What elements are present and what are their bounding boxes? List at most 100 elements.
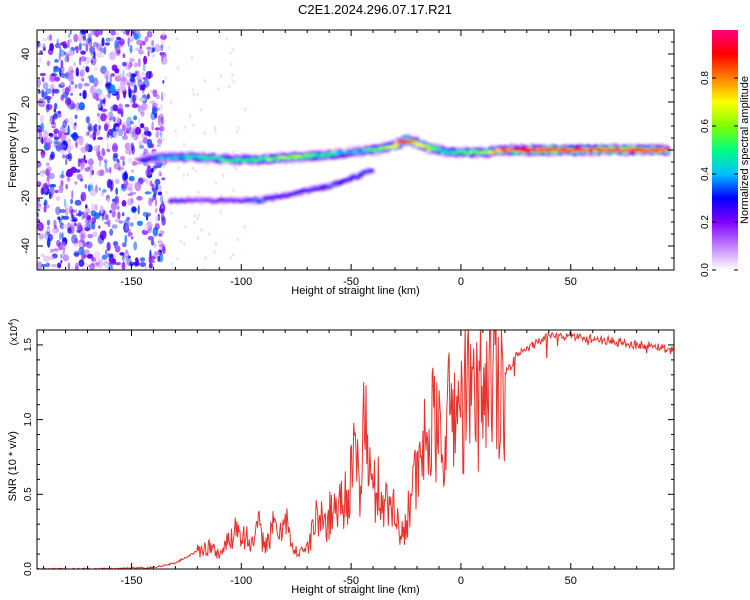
noise-speck: [84, 131, 89, 138]
noise-speck: [48, 172, 55, 180]
noise-speck: [53, 136, 60, 140]
noise-speck: [164, 76, 167, 80]
noise-speck: [115, 126, 120, 131]
noise-speck: [97, 103, 102, 109]
colorbar-tick-label: 0.4: [700, 167, 711, 181]
noise-speck: [109, 228, 114, 236]
noise-speck: [139, 262, 147, 267]
noise-speck: [82, 89, 87, 100]
noise-speck: [151, 183, 155, 191]
noise-speck: [40, 98, 46, 108]
noise-speck: [137, 58, 141, 68]
noise-speck: [87, 122, 93, 133]
noise-speck: [126, 72, 133, 78]
snr-y-tick-label: 0.5: [23, 487, 34, 501]
noise-speck: [70, 166, 77, 174]
noise-speck: [148, 255, 156, 261]
noise-speck: [128, 88, 132, 99]
noise-speck: [108, 84, 116, 94]
noise-speck: [81, 161, 85, 170]
noise-speck: [125, 149, 132, 155]
noise-speck: [101, 234, 104, 241]
noise-speck: [232, 188, 235, 193]
noise-speck: [137, 205, 140, 215]
noise-speck: [44, 199, 48, 206]
noise-speck: [98, 160, 102, 167]
noise-speck: [231, 73, 234, 77]
noise-speck: [51, 73, 58, 77]
noise-speck: [158, 246, 161, 251]
noise-speck: [58, 51, 61, 61]
noise-speck: [104, 161, 108, 170]
spectrogram-y-tick-label: 40: [20, 48, 32, 60]
noise-speck: [39, 50, 43, 55]
noise-speck: [84, 184, 87, 189]
noise-speck: [69, 69, 73, 80]
noise-speck: [60, 82, 65, 86]
snr-x-tick-label: -50: [343, 575, 359, 587]
noise-speck: [66, 138, 72, 146]
noise-speck: [101, 211, 104, 221]
noise-speck: [139, 123, 145, 129]
noise-speck: [64, 202, 69, 211]
noise-speck: [133, 32, 139, 40]
noise-speck: [197, 190, 200, 195]
noise-speck: [90, 52, 94, 56]
noise-speck: [139, 257, 146, 262]
noise-speck: [54, 43, 61, 49]
noise-speck: [92, 125, 96, 134]
noise-speck: [119, 156, 126, 161]
noise-speck: [59, 231, 62, 241]
noise-speck: [114, 218, 121, 223]
noise-speck: [74, 199, 82, 206]
noise-speck: [122, 184, 127, 189]
noise-speck: [233, 165, 236, 169]
noise-speck: [151, 39, 155, 47]
noise-speck: [105, 214, 109, 221]
noise-speck: [129, 58, 135, 63]
noise-speck: [122, 159, 124, 168]
noise-speck: [133, 62, 138, 68]
colorbar-tick-label: 0.6: [700, 119, 711, 133]
noise-speck: [130, 236, 134, 240]
snr-y-tick-label: 1.0: [23, 412, 34, 426]
noise-speck: [151, 121, 154, 131]
noise-speck: [109, 75, 112, 85]
noise-speck: [84, 249, 90, 255]
noise-speck: [182, 242, 186, 246]
noise-speck: [60, 72, 66, 79]
noise-speck: [155, 208, 158, 214]
noise-speck: [78, 135, 84, 146]
noise-speck: [46, 175, 50, 183]
snr-plot-area: [37, 330, 674, 569]
noise-speck: [70, 221, 74, 226]
trace-blob: [360, 171, 368, 174]
noise-speck: [161, 51, 164, 62]
noise-speck: [213, 249, 216, 254]
trace-blob: [560, 147, 568, 151]
noise-speck: [113, 162, 120, 170]
noise-speck: [177, 165, 180, 170]
noise-speck: [124, 222, 129, 232]
noise-speck: [157, 117, 165, 128]
noise-speck: [159, 131, 163, 139]
noise-speck: [219, 209, 222, 214]
noise-speck: [137, 105, 145, 114]
noise-speck: [117, 108, 122, 115]
noise-speck: [150, 111, 157, 121]
noise-speck: [67, 262, 71, 270]
noise-speck: [82, 267, 85, 270]
noise-speck: [135, 70, 140, 77]
noise-speck: [121, 124, 126, 132]
noise-speck: [151, 47, 156, 52]
noise-speck: [127, 157, 134, 164]
noise-speck: [37, 181, 42, 187]
noise-speck: [75, 45, 79, 54]
noise-speck: [117, 87, 121, 93]
noise-speck: [192, 92, 195, 97]
noise-speck: [48, 157, 53, 161]
noise-speck: [72, 132, 79, 141]
noise-speck: [194, 169, 197, 173]
noise-speck: [55, 196, 61, 201]
noise-speck: [105, 81, 112, 90]
